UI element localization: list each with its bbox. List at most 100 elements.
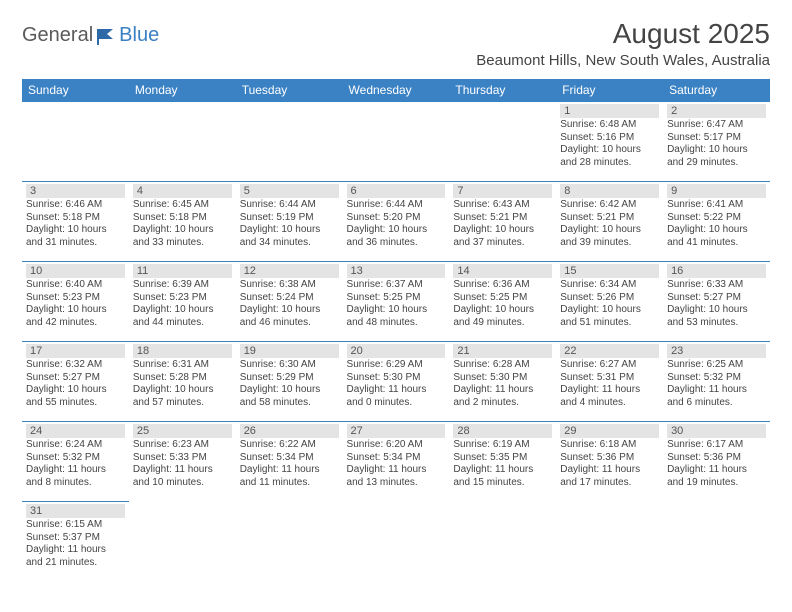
day-number: 18: [133, 344, 232, 358]
day-info: Sunrise: 6:43 AMSunset: 5:21 PMDaylight:…: [453, 199, 552, 249]
day-header: Friday: [556, 79, 663, 102]
day-number: 26: [240, 424, 339, 438]
day-number: 7: [453, 184, 552, 198]
day-info: Sunrise: 6:18 AMSunset: 5:36 PMDaylight:…: [560, 439, 659, 489]
calendar-cell: 16Sunrise: 6:33 AMSunset: 5:27 PMDayligh…: [663, 262, 770, 342]
day-number: 13: [347, 264, 446, 278]
day-info: Sunrise: 6:19 AMSunset: 5:35 PMDaylight:…: [453, 439, 552, 489]
day-info: Sunrise: 6:29 AMSunset: 5:30 PMDaylight:…: [347, 359, 446, 409]
month-title: August 2025: [476, 18, 770, 50]
calendar-cell: 30Sunrise: 6:17 AMSunset: 5:36 PMDayligh…: [663, 422, 770, 502]
day-number: 14: [453, 264, 552, 278]
day-info: Sunrise: 6:28 AMSunset: 5:30 PMDaylight:…: [453, 359, 552, 409]
day-number: 1: [560, 104, 659, 118]
calendar-week: 31Sunrise: 6:15 AMSunset: 5:37 PMDayligh…: [22, 502, 770, 578]
calendar-cell: 26Sunrise: 6:22 AMSunset: 5:34 PMDayligh…: [236, 422, 343, 502]
calendar-cell: 24Sunrise: 6:24 AMSunset: 5:32 PMDayligh…: [22, 422, 129, 502]
calendar-week: 10Sunrise: 6:40 AMSunset: 5:23 PMDayligh…: [22, 262, 770, 342]
calendar-cell: 19Sunrise: 6:30 AMSunset: 5:29 PMDayligh…: [236, 342, 343, 422]
calendar-cell: [343, 502, 450, 578]
calendar-cell: [343, 102, 450, 182]
calendar-cell: 25Sunrise: 6:23 AMSunset: 5:33 PMDayligh…: [129, 422, 236, 502]
day-info: Sunrise: 6:39 AMSunset: 5:23 PMDaylight:…: [133, 279, 232, 329]
day-info: Sunrise: 6:44 AMSunset: 5:19 PMDaylight:…: [240, 199, 339, 249]
calendar-cell: 27Sunrise: 6:20 AMSunset: 5:34 PMDayligh…: [343, 422, 450, 502]
day-info: Sunrise: 6:48 AMSunset: 5:16 PMDaylight:…: [560, 119, 659, 169]
calendar-cell: 21Sunrise: 6:28 AMSunset: 5:30 PMDayligh…: [449, 342, 556, 422]
day-info: Sunrise: 6:30 AMSunset: 5:29 PMDaylight:…: [240, 359, 339, 409]
calendar-table: SundayMondayTuesdayWednesdayThursdayFrid…: [22, 79, 770, 578]
calendar-cell: [556, 502, 663, 578]
location: Beaumont Hills, New South Wales, Austral…: [476, 52, 770, 69]
calendar-cell: [22, 102, 129, 182]
day-info: Sunrise: 6:46 AMSunset: 5:18 PMDaylight:…: [26, 199, 125, 249]
calendar-cell: 18Sunrise: 6:31 AMSunset: 5:28 PMDayligh…: [129, 342, 236, 422]
day-info: Sunrise: 6:45 AMSunset: 5:18 PMDaylight:…: [133, 199, 232, 249]
day-info: Sunrise: 6:33 AMSunset: 5:27 PMDaylight:…: [667, 279, 766, 329]
calendar-cell: 17Sunrise: 6:32 AMSunset: 5:27 PMDayligh…: [22, 342, 129, 422]
day-info: Sunrise: 6:27 AMSunset: 5:31 PMDaylight:…: [560, 359, 659, 409]
day-info: Sunrise: 6:34 AMSunset: 5:26 PMDaylight:…: [560, 279, 659, 329]
day-number: 31: [26, 504, 125, 518]
day-info: Sunrise: 6:23 AMSunset: 5:33 PMDaylight:…: [133, 439, 232, 489]
flag-icon: [95, 27, 117, 45]
day-info: Sunrise: 6:40 AMSunset: 5:23 PMDaylight:…: [26, 279, 125, 329]
day-number: 27: [347, 424, 446, 438]
day-info: Sunrise: 6:36 AMSunset: 5:25 PMDaylight:…: [453, 279, 552, 329]
calendar-header-row: SundayMondayTuesdayWednesdayThursdayFrid…: [22, 79, 770, 102]
header: General Blue August 2025 Beaumont Hills,…: [22, 18, 770, 69]
day-number: 21: [453, 344, 552, 358]
day-info: Sunrise: 6:37 AMSunset: 5:25 PMDaylight:…: [347, 279, 446, 329]
calendar-week: 17Sunrise: 6:32 AMSunset: 5:27 PMDayligh…: [22, 342, 770, 422]
day-number: 20: [347, 344, 446, 358]
calendar-cell: 14Sunrise: 6:36 AMSunset: 5:25 PMDayligh…: [449, 262, 556, 342]
calendar-cell: 5Sunrise: 6:44 AMSunset: 5:19 PMDaylight…: [236, 182, 343, 262]
day-number: 30: [667, 424, 766, 438]
day-info: Sunrise: 6:44 AMSunset: 5:20 PMDaylight:…: [347, 199, 446, 249]
day-number: 23: [667, 344, 766, 358]
day-number: 15: [560, 264, 659, 278]
logo-text-general: General: [22, 24, 93, 47]
title-block: August 2025 Beaumont Hills, New South Wa…: [476, 18, 770, 69]
calendar-page: General Blue August 2025 Beaumont Hills,…: [0, 0, 792, 588]
calendar-week: 24Sunrise: 6:24 AMSunset: 5:32 PMDayligh…: [22, 422, 770, 502]
day-number: 16: [667, 264, 766, 278]
day-number: 28: [453, 424, 552, 438]
calendar-cell: [236, 102, 343, 182]
calendar-body: 1Sunrise: 6:48 AMSunset: 5:16 PMDaylight…: [22, 102, 770, 578]
day-header: Thursday: [449, 79, 556, 102]
calendar-cell: 13Sunrise: 6:37 AMSunset: 5:25 PMDayligh…: [343, 262, 450, 342]
day-number: 17: [26, 344, 125, 358]
calendar-cell: 7Sunrise: 6:43 AMSunset: 5:21 PMDaylight…: [449, 182, 556, 262]
calendar-cell: 28Sunrise: 6:19 AMSunset: 5:35 PMDayligh…: [449, 422, 556, 502]
day-number: 25: [133, 424, 232, 438]
calendar-cell: [449, 502, 556, 578]
day-number: 5: [240, 184, 339, 198]
calendar-cell: [129, 102, 236, 182]
day-info: Sunrise: 6:25 AMSunset: 5:32 PMDaylight:…: [667, 359, 766, 409]
calendar-cell: 4Sunrise: 6:45 AMSunset: 5:18 PMDaylight…: [129, 182, 236, 262]
calendar-cell: 12Sunrise: 6:38 AMSunset: 5:24 PMDayligh…: [236, 262, 343, 342]
day-number: 9: [667, 184, 766, 198]
day-header: Sunday: [22, 79, 129, 102]
day-info: Sunrise: 6:17 AMSunset: 5:36 PMDaylight:…: [667, 439, 766, 489]
calendar-cell: [449, 102, 556, 182]
day-number: 4: [133, 184, 232, 198]
day-number: 29: [560, 424, 659, 438]
calendar-cell: 23Sunrise: 6:25 AMSunset: 5:32 PMDayligh…: [663, 342, 770, 422]
calendar-cell: 29Sunrise: 6:18 AMSunset: 5:36 PMDayligh…: [556, 422, 663, 502]
day-info: Sunrise: 6:15 AMSunset: 5:37 PMDaylight:…: [26, 519, 125, 569]
day-info: Sunrise: 6:31 AMSunset: 5:28 PMDaylight:…: [133, 359, 232, 409]
calendar-cell: 8Sunrise: 6:42 AMSunset: 5:21 PMDaylight…: [556, 182, 663, 262]
day-header: Saturday: [663, 79, 770, 102]
day-number: 8: [560, 184, 659, 198]
calendar-cell: [663, 502, 770, 578]
logo-text-blue: Blue: [119, 24, 159, 47]
day-number: 24: [26, 424, 125, 438]
day-number: 12: [240, 264, 339, 278]
day-number: 2: [667, 104, 766, 118]
day-info: Sunrise: 6:41 AMSunset: 5:22 PMDaylight:…: [667, 199, 766, 249]
day-number: 10: [26, 264, 125, 278]
calendar-week: 1Sunrise: 6:48 AMSunset: 5:16 PMDaylight…: [22, 102, 770, 182]
calendar-cell: 20Sunrise: 6:29 AMSunset: 5:30 PMDayligh…: [343, 342, 450, 422]
